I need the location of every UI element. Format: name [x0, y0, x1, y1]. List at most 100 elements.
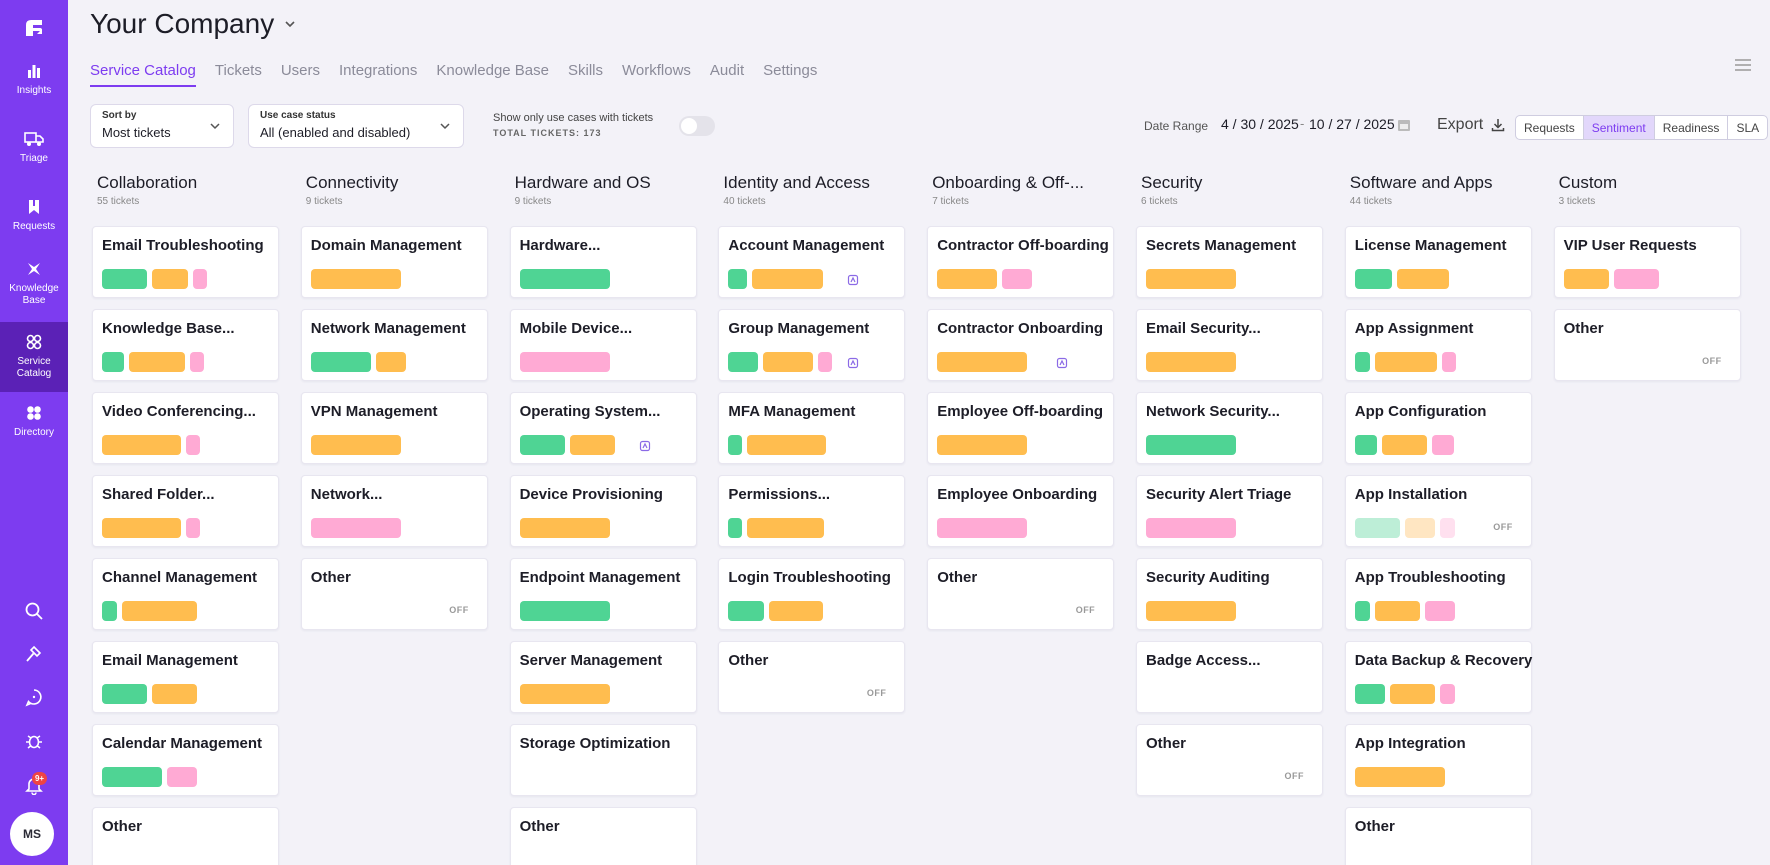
- use-case-card[interactable]: Account Management: [718, 226, 906, 298]
- use-case-card[interactable]: Data Backup & Recovery: [1344, 641, 1532, 713]
- use-case-card[interactable]: Employee Onboarding: [927, 475, 1115, 547]
- export-button[interactable]: Export: [1437, 116, 1505, 134]
- use-case-card[interactable]: Email Troubleshooting: [92, 226, 279, 298]
- bar-chart-icon: [28, 65, 40, 78]
- sentiment-negative-bar: [186, 435, 200, 455]
- use-case-title: Knowledge Base...: [102, 320, 235, 337]
- sentiment-negative-bar: [1431, 435, 1454, 455]
- use-case-card[interactable]: Domain Management: [300, 226, 488, 298]
- sentiment-negative-bar: [310, 518, 401, 538]
- calendar-icon[interactable]: [1397, 118, 1411, 137]
- sidebar-item-directory[interactable]: Directory: [0, 398, 68, 446]
- view-readiness[interactable]: Readiness: [1655, 116, 1729, 139]
- use-case-card[interactable]: Contractor Off-boarding: [927, 226, 1115, 298]
- use-case-card[interactable]: Security Auditing: [1136, 558, 1323, 630]
- use-case-card[interactable]: Calendar Management: [92, 724, 279, 796]
- use-case-card[interactable]: VIP User Requests: [1553, 226, 1741, 298]
- sentiment-neutral-bar: [763, 352, 814, 372]
- sort-select[interactable]: Sort by Most tickets: [90, 104, 234, 148]
- use-case-card[interactable]: Other OFF: [927, 558, 1115, 630]
- sidebar-item-insights[interactable]: Insights: [0, 56, 68, 104]
- tab-settings[interactable]: Settings: [763, 62, 818, 79]
- sidebar-item-triage[interactable]: Triage: [0, 124, 68, 172]
- use-case-card[interactable]: Group Management: [718, 309, 906, 381]
- debug-button[interactable]: [0, 731, 68, 751]
- use-case-card[interactable]: Other: [1344, 807, 1532, 865]
- use-case-card[interactable]: Shared Folder...: [92, 475, 279, 547]
- sentiment-neutral-bar: [122, 601, 197, 621]
- use-case-card[interactable]: Network Management: [300, 309, 488, 381]
- use-case-card[interactable]: Endpoint Management: [509, 558, 697, 630]
- avatar[interactable]: MS: [10, 812, 54, 856]
- show-only-toggle[interactable]: [679, 116, 715, 136]
- use-case-card[interactable]: Badge Access...: [1136, 641, 1323, 713]
- date-end-input[interactable]: 10 / 27 / 2025: [1309, 116, 1395, 132]
- tab-integrations[interactable]: Integrations: [339, 62, 418, 79]
- use-case-card[interactable]: App Troubleshooting: [1344, 558, 1532, 630]
- logo-icon[interactable]: [0, 0, 68, 56]
- use-case-card[interactable]: Secrets Management: [1136, 226, 1323, 298]
- tab-workflows[interactable]: Workflows: [622, 62, 691, 79]
- use-case-card[interactable]: Other: [92, 807, 279, 865]
- use-case-card[interactable]: Other OFF: [718, 641, 906, 713]
- sidebar-item-requests[interactable]: Requests: [0, 192, 68, 240]
- use-case-card[interactable]: Security Alert Triage: [1136, 475, 1323, 547]
- sidebar-item-knowledge-base[interactable]: Knowledge Base: [0, 254, 68, 314]
- use-case-card[interactable]: App Assignment: [1344, 309, 1532, 381]
- use-case-card[interactable]: Other OFF: [1136, 724, 1323, 796]
- menu-icon[interactable]: [1733, 57, 1753, 78]
- use-case-card[interactable]: Email Management: [92, 641, 279, 713]
- use-case-card[interactable]: App Configuration: [1344, 392, 1532, 464]
- use-case-card[interactable]: Permissions...: [718, 475, 906, 547]
- tools-button[interactable]: [0, 644, 68, 664]
- status-select[interactable]: Use case status All (enabled and disable…: [248, 104, 464, 148]
- use-case-card[interactable]: VPN Management: [300, 392, 488, 464]
- use-case-card[interactable]: Other OFF: [300, 558, 488, 630]
- view-sla[interactable]: SLA: [1736, 121, 1760, 135]
- tab-tickets[interactable]: Tickets: [214, 62, 262, 79]
- use-case-card[interactable]: App Installation OFF: [1344, 475, 1532, 547]
- column-ticket-count: 9 tickets: [305, 196, 343, 207]
- use-case-card[interactable]: Email Security...: [1136, 309, 1323, 381]
- tab-audit[interactable]: Audit: [709, 62, 745, 79]
- use-case-card[interactable]: Video Conferencing...: [92, 392, 279, 464]
- use-case-card[interactable]: Knowledge Base...: [92, 309, 279, 381]
- use-case-card[interactable]: Channel Management: [92, 558, 279, 630]
- sentiment-neutral-bar: [1374, 352, 1437, 372]
- use-case-card[interactable]: Network...: [300, 475, 488, 547]
- use-case-card[interactable]: Network Security...: [1136, 392, 1323, 464]
- use-case-card[interactable]: Employee Off-boarding: [927, 392, 1115, 464]
- download-icon: [1492, 119, 1505, 132]
- use-case-card[interactable]: Other OFF: [1553, 309, 1741, 381]
- use-case-card[interactable]: Server Management: [509, 641, 697, 713]
- use-case-card[interactable]: Device Provisioning: [509, 475, 697, 547]
- tab-service-catalog[interactable]: Service Catalog: [90, 62, 196, 87]
- search-button[interactable]: [0, 601, 68, 621]
- sentiment-positive-bar: [728, 352, 759, 372]
- company-switcher[interactable]: Your Company: [90, 8, 296, 40]
- chat-button[interactable]: [0, 687, 68, 707]
- tab-users[interactable]: Users: [280, 62, 321, 79]
- column-title: Connectivity: [305, 173, 399, 192]
- use-case-card[interactable]: Operating System...: [509, 392, 697, 464]
- use-case-card[interactable]: Storage Optimization: [509, 724, 697, 796]
- use-case-card[interactable]: Contractor Onboarding: [927, 309, 1115, 381]
- use-case-card[interactable]: Login Troubleshooting: [718, 558, 906, 630]
- sidebar-item-service-catalog[interactable]: Service Catalog: [0, 322, 68, 392]
- tab-skills[interactable]: Skills: [568, 62, 604, 79]
- column-title: Identity and Access: [723, 173, 870, 192]
- use-case-card[interactable]: Hardware...: [509, 226, 697, 298]
- sentiment-neutral-bar: [1146, 269, 1236, 289]
- use-case-card[interactable]: App Integration: [1344, 724, 1532, 796]
- use-case-card[interactable]: Other: [509, 807, 697, 865]
- view-sentiment[interactable]: Sentiment: [1583, 116, 1655, 139]
- date-start-input[interactable]: 4 / 30 / 2025: [1221, 116, 1299, 132]
- view-requests[interactable]: Requests: [1516, 116, 1584, 139]
- tab-knowledge-base[interactable]: Knowledge Base: [436, 62, 549, 79]
- use-case-title: Employee Onboarding: [937, 486, 1098, 503]
- use-case-card[interactable]: Mobile Device...: [509, 309, 697, 381]
- use-case-card[interactable]: MFA Management: [718, 392, 906, 464]
- use-case-card[interactable]: License Management: [1344, 226, 1532, 298]
- use-case-title: Other: [519, 818, 560, 835]
- use-case-title: Other: [728, 652, 769, 669]
